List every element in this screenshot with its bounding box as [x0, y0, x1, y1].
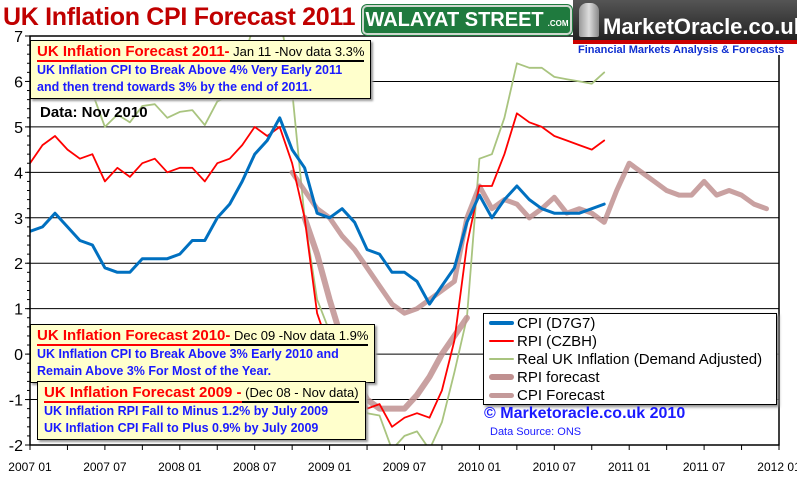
box-heading-title: UK Inflation Forecast 2011- [37, 43, 230, 62]
box-heading-sub: Dec 09 -Nov data 1.9% [230, 328, 369, 343]
x-tick-label: 2007 07 [83, 460, 127, 474]
legend-swatch [489, 374, 514, 380]
chart-legend: CPI (D7G7) RPI (CZBH) Real UK Inflation … [483, 313, 777, 405]
data-date-note: Data: Nov 2010 [40, 104, 148, 121]
legend-swatch [489, 340, 514, 342]
x-tick-label: 2008 01 [158, 460, 202, 474]
box-line: UK Inflation CPI to Break Above 3% Early… [37, 347, 339, 361]
marketoracle-logo: MarketOracle.co.uk Financial Markets Ana… [573, 0, 797, 56]
legend-swatch [489, 321, 514, 325]
legend-item-rpi: RPI (CZBH) [484, 332, 776, 350]
y-tick-label: -2 [9, 438, 23, 455]
legend-item-rpi-forecast: RPI forecast [484, 368, 776, 386]
x-tick-label: 2009 01 [308, 460, 352, 474]
logo-background [573, 0, 797, 40]
chart-title: UK Inflation CPI Forecast 2011 [3, 3, 356, 31]
y-tick-label: 7 [14, 29, 23, 46]
x-tick-label: 2009 07 [383, 460, 427, 474]
marketoracle-logo-text: MarketOracle.co.uk [603, 14, 797, 39]
forecast-2009-box: UK Inflation Forecast 2009 - (Dec 08 - N… [37, 381, 366, 440]
box-heading: UK Inflation Forecast 2009 - (Dec 08 - N… [44, 384, 359, 403]
legend-label: RPI forecast [517, 368, 600, 386]
x-tick-label: 2011 01 [608, 460, 651, 474]
y-tick-label: 1 [14, 302, 23, 319]
legend-item-real-inflation: Real UK Inflation (Demand Adjusted) [484, 350, 776, 368]
walayat-street-logo: WALAYAT STREET .COM [362, 5, 572, 35]
x-tick-label: 2010 01 [458, 460, 502, 474]
forecast-2010-box: UK Inflation Forecast 2010- Dec 09 -Nov … [30, 324, 376, 383]
series-line-real-uk-inflation-demand-adjusted- [30, 36, 606, 445]
y-tick-label: 5 [14, 120, 23, 137]
marketoracle-tagline: Financial Markets Analysis & Forecasts [578, 44, 785, 56]
logo-red-bar [573, 40, 797, 44]
y-tick-label: 3 [14, 211, 23, 228]
box-line: and then trend towards 3% by the end of … [37, 80, 313, 94]
series-line-rpi-forecast [301, 214, 470, 412]
legend-swatch [489, 392, 514, 398]
legend-label: Real UK Inflation (Demand Adjusted) [517, 350, 763, 368]
box-heading-sub: Jan 11 -Nov data 3.3% [229, 44, 365, 59]
legend-label: CPI (D7G7) [517, 314, 596, 332]
x-tick-label: 2011 07 [683, 460, 726, 474]
statue-icon [579, 3, 599, 37]
box-line: UK Inflation RPI Fall to Minus 1.2% by J… [44, 404, 329, 418]
box-heading-sub: (Dec 08 - Nov data) [241, 385, 359, 400]
series-line-cpi-d7g7- [30, 116, 606, 306]
legend-swatch [489, 358, 514, 360]
forecast-2011-box: UK Inflation Forecast 2011- Jan 11 -Nov … [30, 40, 372, 99]
box-heading-title: UK Inflation Forecast 2009 - [44, 384, 242, 403]
legend-label: CPI Forecast [517, 386, 605, 404]
box-line: UK Inflation CPI to Break Above 4% Very … [37, 63, 343, 77]
legend-item-cpi: CPI (D7G7) [484, 314, 776, 332]
series-line-cpi-forecast [289, 160, 769, 316]
x-tick-label: 2012 01 [757, 460, 797, 474]
y-tick-label: 0 [14, 347, 23, 364]
box-line: Remain Above 3% For Most of the Year. [37, 364, 272, 378]
box-heading: UK Inflation Forecast 2011- Jan 11 -Nov … [37, 43, 365, 62]
box-line: UK Inflation CPI Fall to Plus 0.9% by Ju… [44, 421, 319, 435]
x-tick-label: 2010 07 [533, 460, 577, 474]
data-source-text: Data Source: ONS [490, 426, 582, 438]
legend-item-cpi-forecast: CPI Forecast [484, 386, 776, 404]
plot-border [29, 35, 780, 446]
x-tick-label: 2008 07 [233, 460, 277, 474]
legend-label: RPI (CZBH) [517, 332, 597, 350]
box-heading-title: UK Inflation Forecast 2010- [37, 327, 231, 346]
walayat-logo-suffix: .COM [547, 19, 569, 28]
y-tick-label: 2 [14, 256, 23, 273]
x-tick-label: 2007 01 [8, 460, 52, 474]
series-line-rpi-czbh- [30, 112, 606, 428]
y-tick-label: 6 [14, 74, 23, 91]
box-heading: UK Inflation Forecast 2010- Dec 09 -Nov … [37, 327, 369, 346]
copyright-text: © Marketoracle.co.uk 2010 [484, 405, 686, 422]
y-tick-label: -1 [9, 393, 23, 410]
y-tick-label: 4 [14, 165, 23, 182]
walayat-logo-text: WALAYAT STREET [365, 9, 544, 31]
